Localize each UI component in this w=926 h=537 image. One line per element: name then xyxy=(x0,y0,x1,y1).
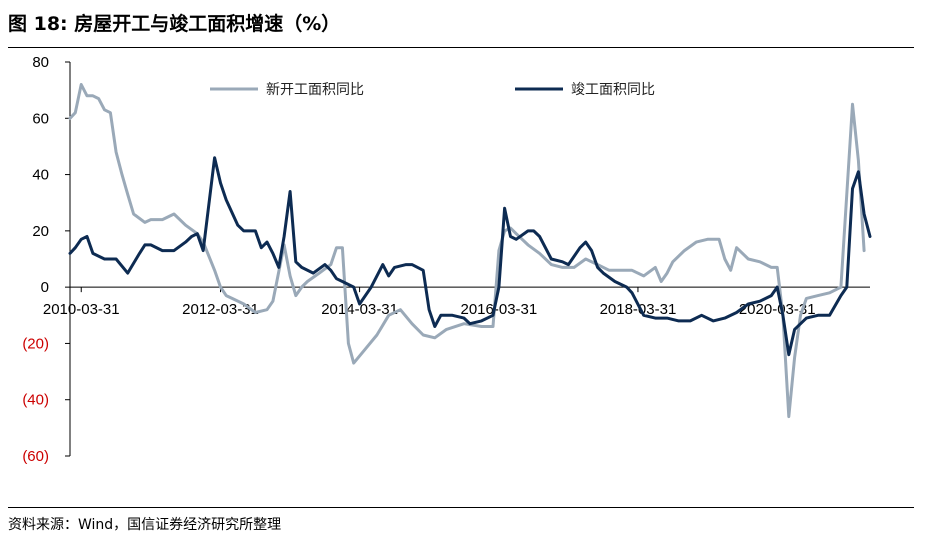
y-tick-label: (40) xyxy=(22,392,49,409)
x-tick-label: 2010-03-31 xyxy=(43,301,120,318)
y-tick-label: (20) xyxy=(22,335,49,352)
x-tick-label: 2020-03-31 xyxy=(739,301,816,318)
y-tick-label: 40 xyxy=(32,167,49,184)
footer-divider xyxy=(8,507,914,508)
series-line-new-start xyxy=(68,83,866,419)
title-divider xyxy=(8,47,914,48)
legend-label-new-start: 新开工面积同比 xyxy=(266,82,364,98)
y-tick-label: 80 xyxy=(32,54,49,71)
legend: 新开工面积同比 竣工面积同比 xyxy=(210,82,655,98)
x-tick-label: 2016-03-31 xyxy=(460,301,537,318)
legend-label-completed: 竣工面积同比 xyxy=(571,82,655,98)
y-tick-label: (60) xyxy=(22,448,49,465)
x-tick-label: 2012-03-31 xyxy=(182,301,259,318)
chart-title: 图 18: 房屋开工与竣工面积增速（%） xyxy=(8,13,341,35)
source-note: 资料来源：Wind，国信证券经济研究所整理 xyxy=(8,517,282,533)
series-line-completed xyxy=(68,156,872,357)
y-tick-label: 20 xyxy=(32,223,49,240)
x-axis: 2010-03-31 2012-03-31 2014-03-31 2016-03-31… xyxy=(43,286,870,318)
x-tick-label: 2018-03-31 xyxy=(600,301,677,318)
y-axis: 80 60 40 20 0 (20) (40) (60) xyxy=(22,54,71,465)
x-tick-label: 2014-03-31 xyxy=(321,301,398,318)
y-tick-label: 0 xyxy=(41,279,49,296)
series-layer xyxy=(68,83,872,419)
y-tick-label: 60 xyxy=(32,110,49,127)
